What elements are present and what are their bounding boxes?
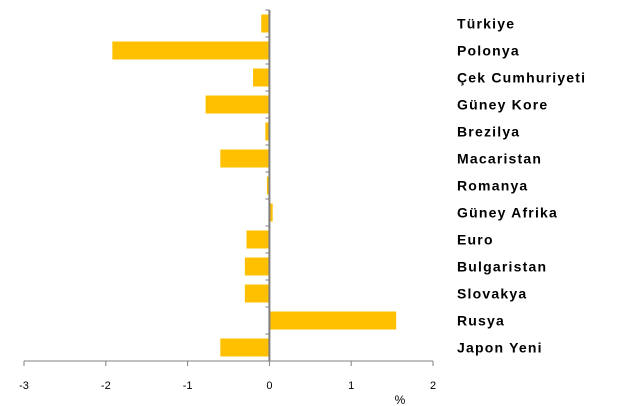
bar-11 <box>269 311 397 330</box>
bar-7 <box>269 203 273 222</box>
category-label-5: Macaristan <box>457 151 542 167</box>
bars-group <box>112 14 397 357</box>
x-tick-label-1: -2 <box>101 380 111 392</box>
bar-5 <box>220 149 270 168</box>
bar-12 <box>220 338 270 357</box>
bar-8 <box>246 230 270 249</box>
bar-1 <box>112 41 270 60</box>
bar-4 <box>265 122 270 141</box>
bar-6 <box>266 176 270 195</box>
x-tick-label-0: -3 <box>19 380 29 392</box>
x-tick-label-5: 2 <box>430 380 436 392</box>
category-label-4: Brezilya <box>457 124 520 140</box>
category-label-0: Türkiye <box>457 16 515 32</box>
x-tick-labels-group: -3 -2 -1 0 1 2 <box>19 380 436 392</box>
category-label-3: Güney Kore <box>457 97 548 113</box>
bar-3 <box>205 95 270 114</box>
x-tick-label-4: 1 <box>348 380 354 392</box>
bar-0 <box>261 14 270 33</box>
x-tick-label-2: -1 <box>183 380 193 392</box>
bar-2 <box>253 68 270 87</box>
category-label-7: Güney Afrika <box>457 205 558 221</box>
category-label-11: Rusya <box>457 313 505 329</box>
category-label-12: Japon Yeni <box>457 340 543 356</box>
category-labels-group: Türkiye Polonya Çek Cumhuriyeti Güney Kore B… <box>457 16 586 356</box>
category-label-2: Çek Cumhuriyeti <box>457 70 586 86</box>
category-label-10: Slovakya <box>457 286 527 302</box>
category-label-6: Romanya <box>457 178 528 194</box>
category-label-1: Polonya <box>457 43 520 59</box>
category-label-9: Bulgaristan <box>457 259 547 275</box>
bar-10 <box>244 284 270 303</box>
x-ticks-group <box>23 9 434 366</box>
x-axis-unit-label: % <box>395 393 406 406</box>
bar-9 <box>244 257 270 276</box>
x-tick-label-3: 0 <box>266 380 272 392</box>
category-label-8: Euro <box>457 232 494 248</box>
